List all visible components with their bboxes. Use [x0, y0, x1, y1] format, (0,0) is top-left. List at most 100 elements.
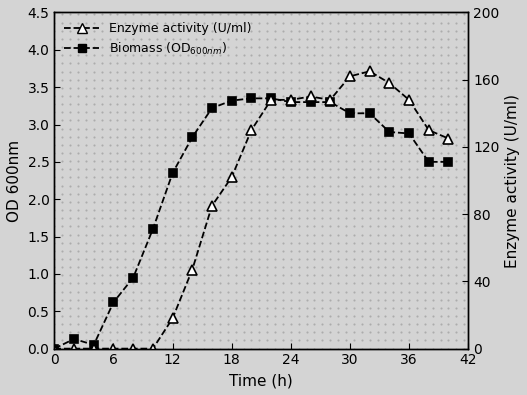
Point: [176, 329, 184, 335]
Point: [421, 239, 429, 246]
Point: [263, 174, 271, 181]
Point: [413, 166, 421, 173]
Point: [137, 337, 145, 344]
Point: [50, 264, 58, 270]
Point: [231, 101, 240, 107]
Point: [428, 134, 437, 140]
Point: [184, 272, 192, 278]
Point: [428, 231, 437, 238]
Point: [239, 166, 248, 173]
Point: [137, 288, 145, 295]
Point: [326, 280, 335, 287]
Point: [74, 223, 82, 229]
Point: [452, 329, 461, 335]
Point: [263, 248, 271, 254]
Point: [468, 297, 476, 303]
Point: [279, 297, 287, 303]
Point: [50, 305, 58, 311]
Point: [295, 68, 303, 75]
Point: [113, 321, 122, 327]
Point: [342, 166, 350, 173]
Point: [436, 248, 445, 254]
Point: [381, 329, 389, 335]
Point: [452, 126, 461, 132]
Point: [428, 199, 437, 205]
Point: [271, 346, 279, 352]
Point: [137, 134, 145, 140]
Point: [97, 142, 106, 148]
Point: [231, 36, 240, 42]
Point: [349, 272, 358, 278]
Point: [310, 19, 319, 26]
Point: [295, 166, 303, 173]
Point: [216, 28, 224, 34]
Point: [145, 239, 153, 246]
Point: [145, 174, 153, 181]
Point: [381, 68, 389, 75]
Point: [310, 11, 319, 18]
Point: [168, 19, 177, 26]
Point: [397, 44, 405, 50]
Point: [349, 231, 358, 238]
Point: [357, 305, 366, 311]
Point: [192, 288, 200, 295]
Point: [216, 166, 224, 173]
Point: [216, 248, 224, 254]
Point: [452, 52, 461, 58]
Point: [421, 52, 429, 58]
Point: [105, 158, 114, 164]
Point: [223, 239, 232, 246]
Point: [405, 93, 413, 99]
Point: [50, 321, 58, 327]
Point: [176, 28, 184, 34]
Point: [271, 150, 279, 156]
Point: [184, 52, 192, 58]
Point: [168, 191, 177, 197]
Point: [74, 346, 82, 352]
Point: [428, 248, 437, 254]
Point: [90, 207, 98, 213]
Point: [381, 93, 389, 99]
Point: [184, 158, 192, 164]
Point: [287, 68, 295, 75]
Point: [161, 215, 169, 221]
Point: [365, 158, 374, 164]
Point: [247, 36, 256, 42]
Point: [223, 3, 232, 9]
Point: [137, 44, 145, 50]
Point: [318, 85, 327, 91]
Point: [58, 28, 66, 34]
Point: [271, 248, 279, 254]
Point: [223, 313, 232, 319]
Point: [318, 264, 327, 270]
Point: [82, 346, 90, 352]
Point: [239, 52, 248, 58]
Point: [66, 256, 74, 262]
Point: [192, 272, 200, 278]
Point: [349, 207, 358, 213]
Point: [82, 77, 90, 83]
Point: [444, 117, 453, 124]
Point: [208, 337, 216, 344]
Point: [287, 117, 295, 124]
Point: [263, 264, 271, 270]
Point: [129, 68, 138, 75]
Point: [279, 85, 287, 91]
Point: [310, 101, 319, 107]
Point: [129, 142, 138, 148]
Point: [436, 158, 445, 164]
Point: [326, 321, 335, 327]
Point: [326, 126, 335, 132]
Point: [216, 150, 224, 156]
Point: [428, 126, 437, 132]
Point: [295, 231, 303, 238]
Point: [279, 231, 287, 238]
Point: [137, 231, 145, 238]
Point: [397, 117, 405, 124]
Point: [397, 337, 405, 344]
Point: [279, 264, 287, 270]
Point: [97, 191, 106, 197]
Point: [334, 264, 343, 270]
Point: [50, 52, 58, 58]
Point: [334, 11, 343, 18]
